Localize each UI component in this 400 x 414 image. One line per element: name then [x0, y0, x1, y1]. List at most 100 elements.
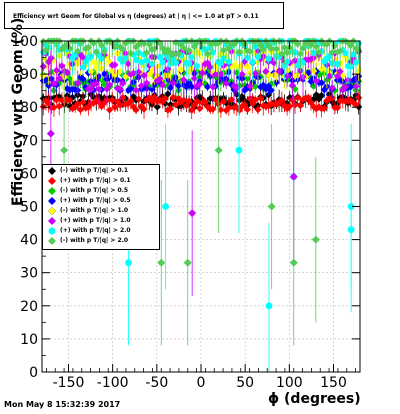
data-point [251, 96, 259, 104]
y-axis-label: Efficiency wrt Geom (%) [10, 17, 26, 206]
data-point [291, 85, 299, 93]
data-point [317, 65, 326, 73]
data-point [172, 59, 179, 66]
data-point [304, 94, 312, 102]
data-point [52, 66, 61, 74]
data-point [294, 62, 301, 69]
data-point [317, 91, 326, 100]
data-point [233, 83, 241, 92]
data-point [254, 53, 262, 61]
data-point [204, 50, 212, 58]
data-point [135, 68, 143, 76]
data-point [158, 44, 167, 52]
data-point [315, 103, 323, 111]
data-point [186, 60, 193, 67]
data-point [158, 81, 167, 89]
data-point [286, 102, 294, 110]
data-point [188, 54, 195, 61]
data-point [90, 58, 98, 66]
data-point [347, 41, 355, 49]
data-point [47, 75, 55, 83]
data-point [60, 146, 69, 155]
y-tick-label: 10 [20, 332, 38, 348]
data-point [251, 82, 259, 91]
data-point [132, 106, 140, 114]
data-point [275, 67, 283, 76]
data-point [262, 67, 270, 75]
data-point [296, 101, 304, 109]
data-point [108, 96, 116, 104]
data-point [317, 79, 326, 87]
data-point [355, 46, 363, 54]
data-point [355, 94, 363, 102]
data-point [157, 258, 166, 267]
y-tick-label: 50 [20, 200, 38, 216]
data-point [257, 94, 265, 102]
data-point [172, 101, 180, 109]
data-point [119, 94, 127, 102]
y-tick-label: 70 [20, 133, 38, 149]
data-point [265, 55, 272, 62]
data-point [151, 93, 159, 102]
x-tick-label: 100 [276, 375, 303, 391]
data-point [180, 44, 188, 52]
data-point [92, 48, 100, 56]
data-point [312, 77, 320, 85]
data-point [352, 82, 360, 90]
data-point [66, 75, 74, 83]
data-point [336, 67, 344, 76]
legend-marker [48, 177, 56, 185]
data-point [272, 45, 281, 53]
data-point [347, 83, 355, 91]
data-point [283, 49, 291, 57]
data-point [214, 146, 223, 155]
data-point [243, 105, 251, 114]
data-point [58, 62, 66, 70]
x-tick-label: 0 [197, 375, 206, 391]
data-point [312, 91, 320, 99]
data-point [272, 70, 281, 78]
data-point [148, 60, 156, 67]
data-point [265, 302, 273, 310]
data-point [288, 81, 297, 89]
data-point [153, 103, 161, 111]
legend-label: (+) with p T/|q| > 0.5 [60, 197, 131, 204]
data-point [105, 81, 114, 89]
data-point [235, 146, 243, 154]
data-point [211, 95, 220, 103]
data-point [209, 83, 217, 91]
data-point [180, 96, 188, 104]
data-point [87, 68, 95, 76]
data-point [137, 102, 145, 110]
data-point [233, 68, 241, 77]
data-point [246, 82, 254, 90]
data-point [66, 96, 74, 104]
legend-entry: (+) with p T/|q| > 1.0 [43, 216, 159, 226]
data-point [129, 69, 138, 78]
data-point [219, 97, 228, 106]
data-point [133, 56, 140, 64]
data-point [201, 98, 209, 106]
data-point [55, 102, 63, 110]
legend-marker [48, 217, 56, 225]
data-point [119, 45, 127, 53]
data-point [333, 104, 342, 112]
data-point [193, 98, 201, 106]
data-point [140, 71, 148, 79]
data-point [46, 129, 55, 138]
data-point [235, 48, 244, 56]
data-point [156, 75, 164, 83]
timestamp: Mon May 8 15:32:39 2017 [4, 400, 121, 409]
data-point [352, 101, 360, 109]
data-point [267, 45, 275, 53]
data-point [169, 93, 177, 101]
data-point [225, 45, 233, 53]
data-point [58, 45, 66, 53]
legend: (-) with p T/|q| > 0.1 (+) with p T/|q| … [42, 164, 160, 250]
legend-label: (-) with p T/|q| > 2.0 [60, 237, 129, 244]
data-point [122, 55, 129, 62]
legend-marker [48, 227, 56, 235]
data-point [302, 39, 310, 48]
data-point [177, 66, 185, 74]
